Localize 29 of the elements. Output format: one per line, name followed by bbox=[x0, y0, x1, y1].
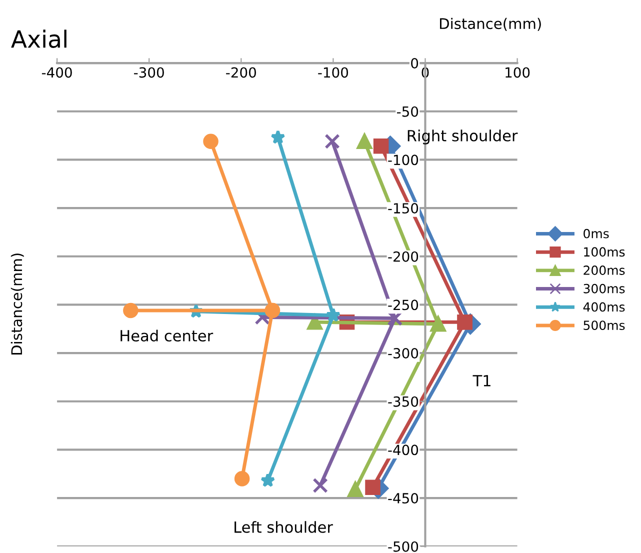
y-tick-label: -50 bbox=[396, 106, 418, 117]
y-tick-label: -150 bbox=[388, 203, 418, 214]
legend-label: 500ms bbox=[584, 320, 625, 330]
x-tick-label: 100 bbox=[506, 67, 530, 78]
y-tick-label: -200 bbox=[388, 251, 418, 262]
x-axis-title: Distance(mm) bbox=[440, 18, 541, 31]
y-tick-label: -500 bbox=[388, 541, 418, 552]
y-tick-label: -100 bbox=[388, 154, 418, 166]
y-tick-label: -300 bbox=[388, 348, 418, 359]
y-tick-label: -400 bbox=[388, 444, 418, 456]
annotation: Left shoulder bbox=[234, 521, 333, 533]
x-tick-label: -400 bbox=[42, 67, 72, 78]
legend-label: 300ms bbox=[584, 284, 625, 294]
annotation: Right shoulder bbox=[408, 130, 518, 144]
y-tick-label: -250 bbox=[388, 300, 418, 310]
y-tick-label: -450 bbox=[388, 493, 418, 504]
chart-title: Axial bbox=[11, 30, 66, 48]
x-tick-label: -300 bbox=[134, 67, 164, 78]
annotation: Head center bbox=[120, 330, 214, 342]
legend-label: 200ms bbox=[584, 266, 625, 275]
annotation: T1 bbox=[472, 375, 490, 386]
y-tick-label: 0 bbox=[411, 58, 418, 69]
legend-label: 0ms bbox=[584, 228, 609, 238]
legend-label: 100ms bbox=[584, 247, 625, 257]
legend-label: 400ms bbox=[583, 302, 625, 312]
y-axis-title: Distance(mm) bbox=[10, 254, 24, 354]
y-tick-label: -350 bbox=[388, 396, 418, 407]
x-tick-label: -100 bbox=[318, 67, 348, 78]
x-tick-label: -200 bbox=[226, 67, 256, 78]
